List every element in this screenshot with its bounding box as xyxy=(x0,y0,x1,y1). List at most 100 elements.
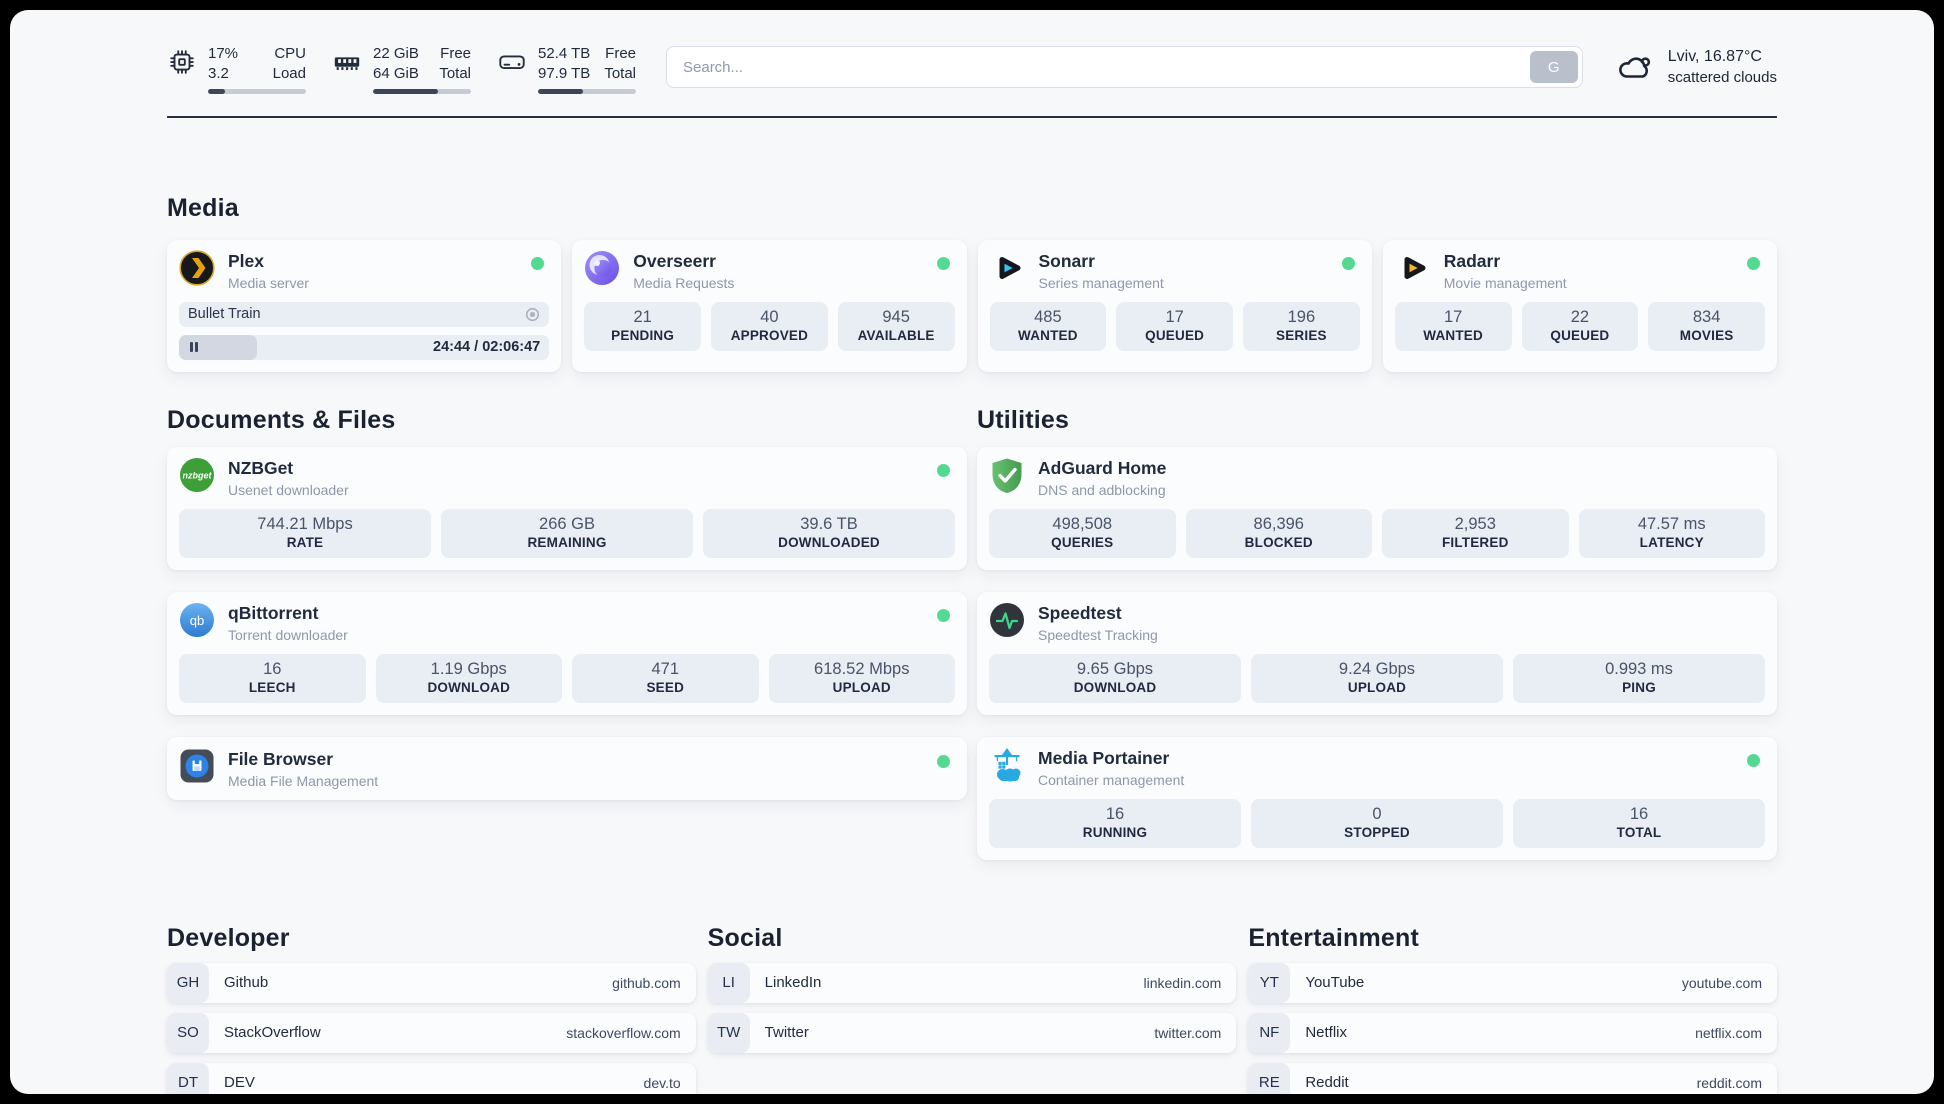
ram-total-label: Total xyxy=(439,64,471,82)
bookmark-name: Github xyxy=(224,974,269,991)
bookmark-netflix[interactable]: NF Netflix netflix.com xyxy=(1248,1012,1777,1053)
bookmark-stackoverflow[interactable]: SO StackOverflow stackoverflow.com xyxy=(167,1012,696,1053)
qbittorrent-icon: qb xyxy=(180,602,214,637)
media-grid: Plex Media server Bullet Train 24:44 / 0… xyxy=(167,240,1777,372)
app-card-adguard[interactable]: AdGuard Home DNS and adblocking 498,508 Q… xyxy=(977,446,1777,570)
bookmark-name: StackOverflow xyxy=(224,1024,321,1041)
filebrowser-icon xyxy=(180,749,214,783)
app-card-overseerr[interactable]: Overseerr Media Requests 21 PENDING 40 APP… xyxy=(572,240,967,372)
status-online-dot xyxy=(1747,753,1760,767)
bookmark-url: twitter.com xyxy=(1154,1024,1222,1041)
app-name: NZBGet xyxy=(228,457,294,478)
bookmark-url: dev.to xyxy=(643,1074,681,1091)
documents-column: Documents & Files nzbget NZBGet Usenet d… xyxy=(167,372,967,800)
cpu-usage-value: 17% xyxy=(208,45,239,62)
radarr-icon xyxy=(1404,257,1426,279)
status-online-dot xyxy=(936,257,950,270)
adguard-icon xyxy=(992,458,1022,493)
stat-download: 1.19 Gbps DOWNLOAD xyxy=(375,653,562,703)
bookmark-youtube[interactable]: YT YouTube youtube.com xyxy=(1248,962,1777,1003)
app-subtitle: DNS and adblocking xyxy=(1038,481,1166,498)
disk-icon xyxy=(499,55,525,70)
status-online-dot xyxy=(531,257,545,270)
stat-queued: 22 QUEUED xyxy=(1521,301,1639,351)
app-subtitle: Movie management xyxy=(1443,274,1567,291)
ram-usage-bar-fill xyxy=(373,89,438,94)
section-title-media: Media xyxy=(167,194,239,222)
status-online-dot xyxy=(937,754,950,768)
status-online-dot xyxy=(937,463,950,477)
app-subtitle: Media Requests xyxy=(633,274,735,291)
stat-latency: 47.57 ms LATENCY xyxy=(1578,508,1765,558)
bookmarks-social: Social LI LinkedIn linkedin.com TW Twitt… xyxy=(707,860,1237,1095)
cpu-load-value: 3.2 xyxy=(208,64,229,82)
disk-usage-bar xyxy=(538,89,636,94)
status-online-dot xyxy=(1747,257,1760,270)
bookmark-dev[interactable]: DT DEV dev.to xyxy=(167,1062,696,1094)
stat-available: 945 AVAILABLE xyxy=(837,301,955,351)
memory-icon xyxy=(334,57,360,70)
section-title-documents: Documents & Files xyxy=(167,405,396,434)
bookmark-twitter[interactable]: TW Twitter twitter.com xyxy=(707,1012,1237,1053)
ram-free-value: 22 GiB xyxy=(373,45,419,62)
now-playing-title: Bullet Train xyxy=(188,306,261,323)
app-subtitle: Series management xyxy=(1038,274,1164,291)
cpu-usage-bar-fill xyxy=(208,89,225,94)
cpu-load-label: Load xyxy=(272,64,306,82)
ram-usage-bar xyxy=(373,89,471,94)
cpu-label: CPU xyxy=(274,45,306,62)
header-divider xyxy=(167,116,1777,118)
app-subtitle: Media File Management xyxy=(228,772,379,789)
app-card-nzbget[interactable]: nzbget NZBGet Usenet downloader 744.21 M… xyxy=(167,446,967,570)
playback-progress-bar: 24:44 / 02:06:47 xyxy=(179,334,550,360)
bookmark-reddit[interactable]: RE Reddit reddit.com xyxy=(1248,1062,1777,1094)
app-card-speedtest[interactable]: Speedtest Speedtest Tracking 9.65 Gbps DO… xyxy=(977,591,1777,715)
stat-seed: 471 SEED xyxy=(572,653,759,703)
section-title-social: Social xyxy=(707,923,783,952)
app-card-portainer[interactable]: Media Portainer Container management 16 R… xyxy=(977,736,1777,860)
playback-time: 24:44 / 02:06:47 xyxy=(433,339,541,356)
weather-location-temp: Lviv, 16.87°C xyxy=(1667,48,1762,65)
google-search-button[interactable]: G xyxy=(1529,51,1578,83)
search-input[interactable] xyxy=(666,46,1583,88)
top-bar: 17% CPU 3.2 Load xyxy=(167,10,1777,94)
sonarr-icon xyxy=(999,257,1020,279)
bookmark-github[interactable]: GH Github github.com xyxy=(167,962,696,1003)
memory-stat: 22 GiB Free 64 GiB Total xyxy=(332,44,471,94)
app-name: Media Portainer xyxy=(1038,747,1170,768)
disk-total-label: Total xyxy=(604,64,636,82)
bookmark-abbr: TW xyxy=(707,1012,750,1053)
portainer-icon xyxy=(994,747,1021,782)
system-stats: 17% CPU 3.2 Load xyxy=(167,44,636,94)
app-name: File Browser xyxy=(228,748,334,769)
bookmark-abbr: YT xyxy=(1248,962,1291,1003)
stat-remaining: 266 GB REMAINING xyxy=(441,508,693,558)
nzbget-icon: nzbget xyxy=(180,457,214,492)
app-card-radarr[interactable]: Radarr Movie management 17 WANTED 22 QUEUE… xyxy=(1382,240,1777,372)
cpu-usage-bar xyxy=(208,89,306,94)
section-title-utilities: Utilities xyxy=(977,405,1070,434)
bookmark-url: stackoverflow.com xyxy=(566,1024,681,1041)
stat-approved: 40 APPROVED xyxy=(711,301,828,351)
app-card-plex[interactable]: Plex Media server Bullet Train 24:44 / 0… xyxy=(167,240,562,372)
pause-icon[interactable] xyxy=(190,342,199,353)
app-subtitle: Torrent downloader xyxy=(228,626,348,643)
stat-downloaded: 39.6 TB DOWNLOADED xyxy=(703,508,955,558)
app-name: Plex xyxy=(228,251,264,271)
ram-total-value: 64 GiB xyxy=(373,64,419,82)
app-card-qbittorrent[interactable]: qb qBittorrent Torrent downloader 16 LEEC… xyxy=(167,591,967,715)
bookmark-linkedin[interactable]: LI LinkedIn linkedin.com xyxy=(707,962,1237,1003)
cpu-chip-icon xyxy=(170,50,194,74)
stat-total: 16 TOTAL xyxy=(1513,798,1765,848)
svg-text:nzbget: nzbget xyxy=(183,470,213,480)
overseerr-icon xyxy=(585,251,620,285)
stat-movies: 834 MOVIES xyxy=(1648,301,1765,351)
app-card-sonarr[interactable]: Sonarr Series management 485 WANTED 17 QUE… xyxy=(977,240,1372,372)
app-card-filebrowser[interactable]: File Browser Media File Management xyxy=(167,736,967,800)
bookmark-abbr: LI xyxy=(707,962,750,1003)
app-subtitle: Usenet downloader xyxy=(228,481,349,498)
weather-widget: Lviv, 16.87°C scattered clouds xyxy=(1615,44,1777,88)
status-online-dot xyxy=(937,608,950,622)
record-icon xyxy=(525,307,540,322)
status-online-dot xyxy=(1341,257,1355,270)
